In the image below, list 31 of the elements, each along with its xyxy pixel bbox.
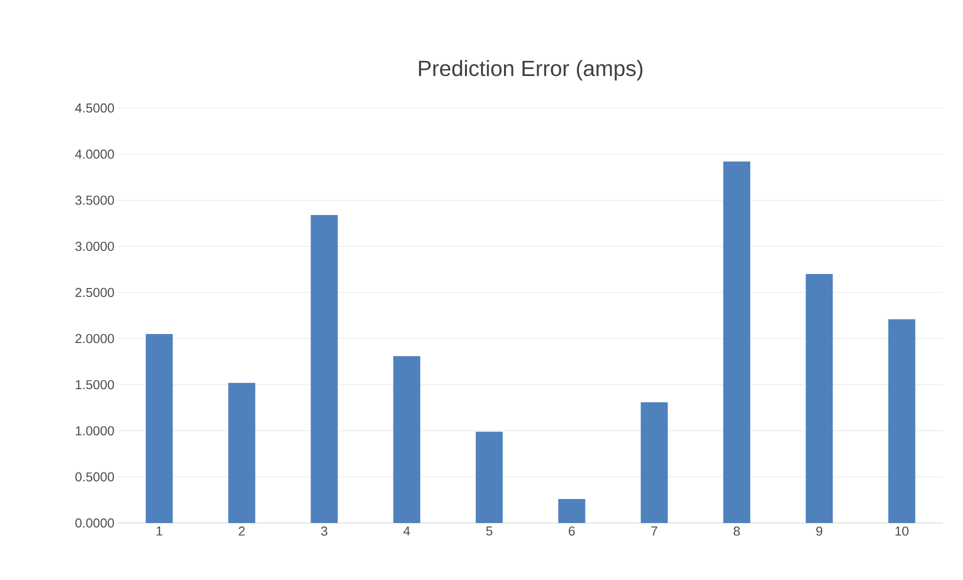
bar [723,161,750,523]
y-tick-label: 2.5000 [76,288,114,298]
bar [888,319,916,523]
x-tick-label: 1 [156,526,162,536]
bar [228,382,256,523]
x-tick-label: 7 [651,526,658,536]
bar [806,274,833,523]
x-tick-label: 9 [816,526,822,536]
y-tick-label: 1.0000 [76,426,114,436]
y-tick-label: 3.0000 [75,242,114,251]
x-tick-label: 8 [734,526,740,536]
x-tick-label: 3 [321,526,328,536]
y-tick-label: 0.5000 [75,472,114,482]
bar [640,402,668,523]
bar [310,214,338,523]
y-tick-label: 0.0000 [75,518,114,528]
x-tick-label: 6 [568,526,575,536]
x-tick-label: 4 [403,526,410,536]
bar [393,356,420,523]
x-tick-label: 5 [486,526,492,536]
chart-title: Prediction Error (amps) [419,60,642,80]
bar [558,499,586,523]
x-tick-label: 10 [896,526,908,536]
y-tick-label: 4.5000 [75,103,114,113]
bar [146,334,173,523]
y-tick-label: 4.0000 [75,150,114,159]
x-tick-label: 2 [238,526,245,536]
bar [476,432,503,523]
y-tick-label: 1.5000 [76,380,114,390]
y-tick-label: 2.0000 [76,334,114,344]
y-tick-label: 3.5000 [75,196,114,205]
